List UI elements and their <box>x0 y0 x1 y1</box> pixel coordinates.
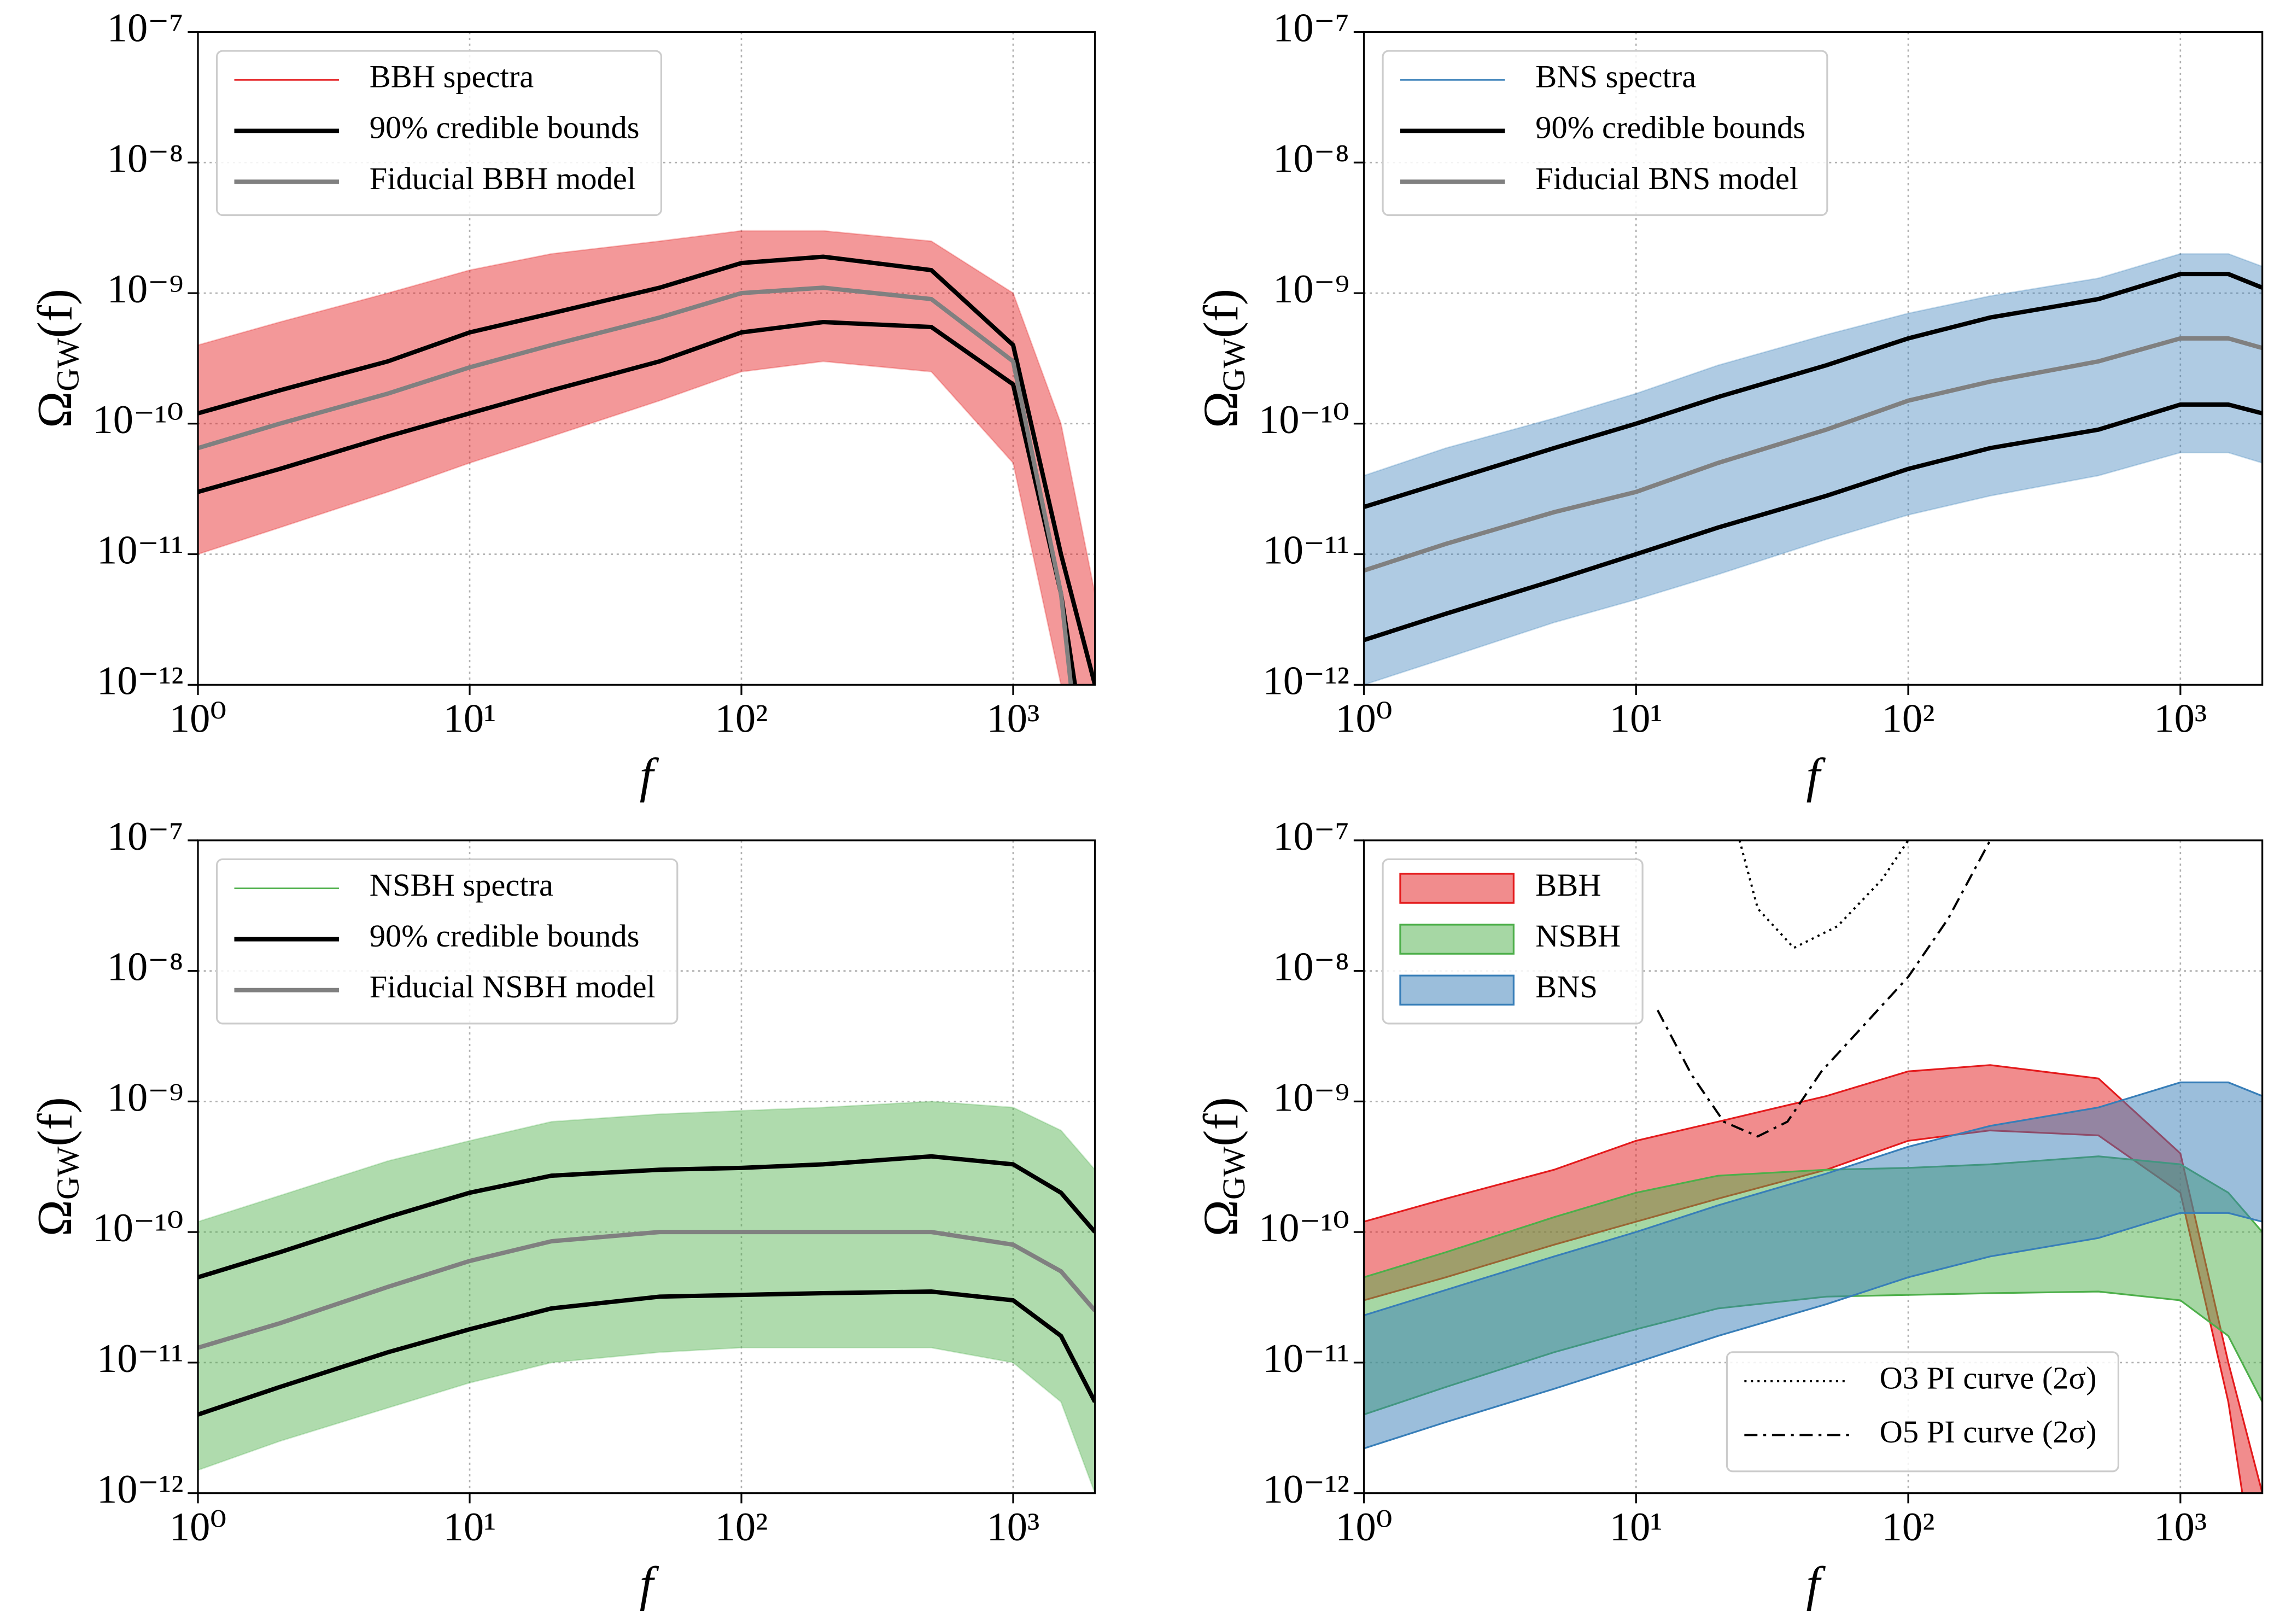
legend-swatch <box>1399 974 1515 1006</box>
x-axis-label: f <box>1807 748 1826 803</box>
plot-area <box>1364 840 2263 1493</box>
y-tick-label: 10⁻¹² <box>1263 658 1349 703</box>
legend-box <box>215 858 679 1025</box>
x-tick-label: 10¹ <box>443 1505 496 1550</box>
x-tick-label: 10³ <box>987 1505 1040 1550</box>
x-tick-label: 10¹ <box>1610 1505 1663 1550</box>
legend-label: O3 PI curve (2σ) <box>1880 1360 2097 1395</box>
legend-label: 90% credible bounds <box>370 918 640 954</box>
y-tick-label: 10⁻⁸ <box>107 136 184 181</box>
legend-label: Fiducial BNS model <box>1535 161 1798 196</box>
x-tick-label: 10³ <box>987 697 1040 741</box>
line <box>1738 840 1909 950</box>
x-tick-label: 10² <box>715 1505 768 1550</box>
y-tick-label: 10⁻¹¹ <box>97 528 183 573</box>
y-tick-label: 10⁻⁷ <box>1273 6 1349 51</box>
legend-label: BBH <box>1535 867 1601 903</box>
y-tick-label: 10⁻⁹ <box>1273 267 1349 312</box>
plot-area <box>198 230 1095 685</box>
legend: BNS spectra 90% credible bounds Fiducial B… <box>1382 50 1828 217</box>
y-tick-label: 10⁻¹⁰ <box>1259 1206 1349 1251</box>
axes-frame <box>197 839 1096 1494</box>
x-tick-label: 10⁰ <box>1335 697 1392 741</box>
legend-label: 90% credible bounds <box>370 110 640 145</box>
y-tick-label: 10⁻⁷ <box>107 814 184 859</box>
spectra-cloud <box>198 230 1095 685</box>
y-tick-label: 10⁻¹² <box>97 658 183 703</box>
bound-line <box>198 254 1095 685</box>
y-tick-label: 10⁻⁹ <box>107 267 184 312</box>
x-tick-label: 10¹ <box>443 697 496 741</box>
x-axis-label: f <box>1807 1556 1826 1611</box>
legend: NSBH spectra 90% credible bounds Fiducial … <box>215 858 679 1025</box>
y-tick-label: 10⁻⁸ <box>107 945 184 990</box>
line <box>1656 840 1991 1138</box>
x-axis-label: f <box>640 1556 659 1611</box>
x-tick-label: 10⁰ <box>169 1505 226 1550</box>
y-tick-label: 10⁻⁸ <box>1273 136 1349 181</box>
legend-label: 90% credible bounds <box>1535 110 1805 145</box>
line <box>198 285 1073 685</box>
y-axis-label: ΩGW(f) <box>1193 1097 1252 1236</box>
legend: O3 PI curve (2σ) O5 PI curve (2σ) <box>1726 1351 2120 1473</box>
band <box>1364 1081 2263 1450</box>
y-tick-label: 10⁻⁸ <box>1273 945 1349 990</box>
y-axis-label: ΩGW(f) <box>27 289 86 428</box>
plot-area <box>1364 253 2263 685</box>
x-tick-label: 10⁰ <box>1335 1505 1392 1550</box>
y-tick-label: 10⁻⁷ <box>107 6 184 51</box>
axes-frame <box>197 31 1096 686</box>
bound-line <box>1364 272 2263 510</box>
legend-label: NSBH <box>1535 918 1621 954</box>
x-axis-label: f <box>640 748 659 803</box>
legend-label: NSBH spectra <box>370 867 553 903</box>
legend-swatch <box>1399 873 1515 904</box>
y-tick-label: 10⁻⁹ <box>107 1075 184 1120</box>
y-tick-label: 10⁻¹⁰ <box>93 398 184 442</box>
axes-frame <box>1363 839 2264 1494</box>
x-tick-label: 10³ <box>2154 697 2207 741</box>
y-axis-label: ΩGW(f) <box>1193 289 1252 428</box>
legend-box <box>1382 50 1828 217</box>
y-tick-label: 10⁻¹¹ <box>1263 1336 1349 1381</box>
x-tick-label: 10² <box>1882 1505 1935 1550</box>
legend-label: Fiducial BBH model <box>370 161 636 196</box>
y-tick-label: 10⁻¹⁰ <box>93 1206 184 1251</box>
y-tick-label: 10⁻¹⁰ <box>1259 398 1349 442</box>
legend-swatch <box>1399 924 1515 955</box>
legend-label: BBH spectra <box>370 59 534 95</box>
y-tick-label: 10⁻⁹ <box>1273 1075 1349 1120</box>
legend-box <box>215 50 663 217</box>
legend-label: Fiducial NSBH model <box>370 969 656 1004</box>
bound-line <box>198 1154 1095 1280</box>
line <box>1364 336 2263 573</box>
y-tick-label: 10⁻¹² <box>1263 1467 1349 1512</box>
bound-line <box>1364 402 2263 642</box>
spectra-cloud <box>1364 253 2263 685</box>
x-tick-label: 10¹ <box>1610 697 1663 741</box>
y-tick-label: 10⁻⁷ <box>1273 814 1349 859</box>
x-tick-label: 10⁰ <box>169 697 226 741</box>
y-axis-label: ΩGW(f) <box>27 1097 86 1236</box>
axes-frame <box>1363 31 2264 686</box>
x-tick-label: 10³ <box>2154 1505 2207 1550</box>
legend-label: O5 PI curve (2σ) <box>1880 1414 2097 1450</box>
legend: BBH NSBH BNS <box>1382 858 1644 1025</box>
x-tick-label: 10² <box>1882 697 1935 741</box>
legend: BBH spectra 90% credible bounds Fiducial B… <box>215 50 663 217</box>
line <box>198 1230 1095 1350</box>
x-tick-label: 10² <box>715 697 768 741</box>
plot-area <box>198 1101 1095 1493</box>
legend-label: BNS spectra <box>1535 59 1696 95</box>
y-tick-label: 10⁻¹¹ <box>97 1336 183 1381</box>
y-tick-label: 10⁻¹¹ <box>1263 528 1349 573</box>
bound-line <box>198 320 1078 685</box>
legend-label: BNS <box>1535 969 1598 1004</box>
y-tick-label: 10⁻¹² <box>97 1467 183 1512</box>
bound-line <box>198 1289 1095 1417</box>
